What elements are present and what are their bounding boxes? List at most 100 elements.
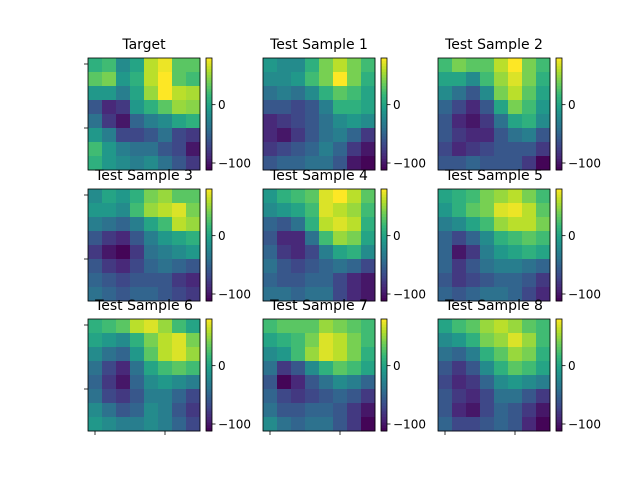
heatmap-cell (116, 128, 131, 143)
colorbar-segment (381, 69, 387, 73)
heatmap-frame (437, 188, 551, 302)
colorbar-segment (556, 270, 562, 274)
heatmap-cell (452, 245, 467, 260)
heatmap-cell (144, 114, 159, 129)
colorbar-segment (381, 411, 387, 415)
heatmap-cell (263, 273, 278, 288)
heatmap-cell (186, 361, 201, 376)
heatmap-cell (452, 231, 467, 246)
heatmap-cell (130, 58, 145, 73)
colorbar-segment (206, 102, 212, 106)
colorbar-segment (381, 205, 387, 209)
colorbar-segment (206, 219, 212, 223)
heatmap-cell (144, 245, 159, 260)
colorbar-segment (206, 83, 212, 87)
heatmap-cell (102, 72, 117, 87)
heatmap-cell (158, 142, 173, 157)
colorbar-segment (206, 425, 212, 429)
colorbar-segment (556, 361, 562, 365)
colorbar-segment (381, 200, 387, 204)
heatmap-cell (88, 72, 103, 87)
heatmap-cell (361, 287, 376, 302)
heatmap-cell (333, 217, 348, 232)
heatmap-cell (172, 287, 187, 302)
colorbar-segment (206, 130, 212, 134)
colorbar-segment (381, 417, 387, 421)
heatmap-cell (452, 259, 467, 274)
heatmap-cell (88, 287, 103, 302)
heatmap-cell (319, 231, 334, 246)
heatmap-cell (144, 156, 159, 171)
colorbar-segment (381, 319, 387, 323)
heatmap-cell (186, 58, 201, 73)
heatmap-cell (536, 361, 551, 376)
heatmap-cell (333, 361, 348, 376)
heatmap-cell (522, 403, 537, 418)
colorbar-segment (556, 284, 562, 288)
colorbar-segment (206, 352, 212, 356)
colorbar-segment (206, 264, 212, 268)
colorbar-segment (206, 361, 212, 365)
colorbar-segment (381, 397, 387, 401)
heatmap-cell (186, 347, 201, 362)
colorbar-segment (556, 111, 562, 115)
heatmap-cell (116, 189, 131, 204)
heatmap-cell (88, 86, 103, 101)
heatmap-cell (508, 128, 523, 143)
colorbar-segment (556, 375, 562, 379)
colorbar-segment (381, 194, 387, 198)
colorbar-segment (556, 194, 562, 198)
heatmap-cell (88, 114, 103, 129)
colorbar-segment (556, 189, 562, 193)
colorbar-segment (556, 341, 562, 345)
heatmap-cell (333, 114, 348, 129)
colorbar-segment (381, 247, 387, 251)
heatmap-cell (88, 361, 103, 376)
colorbar-segment (206, 72, 212, 76)
heatmap-cell (144, 86, 159, 101)
colorbar-segment (381, 278, 387, 282)
colorbar-segment (381, 281, 387, 285)
colorbar-segment (206, 344, 212, 348)
heatmap-cell (319, 403, 334, 418)
heatmap-cell (172, 231, 187, 246)
colorbar-segment (381, 108, 387, 112)
colorbar-segment (381, 355, 387, 359)
heatmap-cell (116, 333, 131, 348)
colorbar-segment (206, 389, 212, 393)
heatmap-cell (438, 245, 453, 260)
heatmap (438, 189, 551, 302)
heatmap-cell (494, 58, 509, 73)
heatmap-cell (452, 203, 467, 218)
colorbar-segment (556, 139, 562, 143)
heatmap-cell (480, 287, 495, 302)
colorbar-segment (381, 377, 387, 381)
heatmap-cell (291, 259, 306, 274)
colorbar-segment (206, 327, 212, 331)
colorbar-segment (381, 428, 387, 432)
heatmap-cell (522, 273, 537, 288)
heatmap-frame (437, 318, 551, 432)
colorbar-segment (206, 191, 212, 195)
colorbar-segment (206, 292, 212, 296)
heatmap-cell (186, 375, 201, 390)
heatmap-cell (277, 273, 292, 288)
colorbar-segment (381, 239, 387, 243)
heatmap-cell (102, 86, 117, 101)
heatmap-cell (263, 189, 278, 204)
colorbar-segment (556, 239, 562, 243)
colorbar-segment (381, 408, 387, 412)
colorbar-segment (206, 211, 212, 215)
colorbar-segment (381, 63, 387, 67)
heatmap-cell (144, 403, 159, 418)
heatmap-cell (494, 72, 509, 87)
colorbar-segment (556, 77, 562, 81)
heatmap-cell (480, 375, 495, 390)
heatmap-cell (508, 217, 523, 232)
colorbar-segment (381, 389, 387, 393)
heatmap-cell (130, 189, 145, 204)
heatmap-cell (466, 273, 481, 288)
colorbar-segment (556, 191, 562, 195)
colorbar-segment (381, 273, 387, 277)
